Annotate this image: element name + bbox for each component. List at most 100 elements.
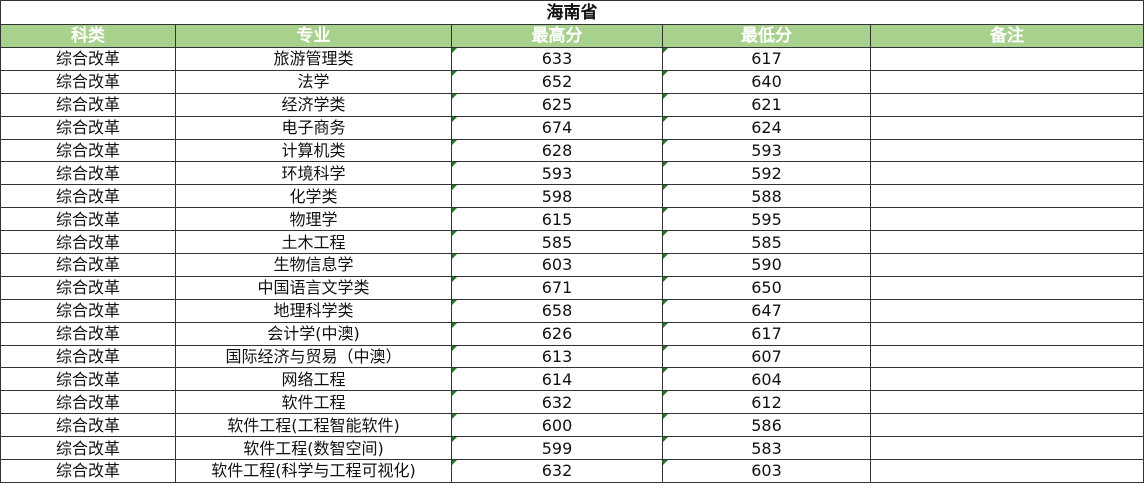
cell-min-score[interactable]: 583 xyxy=(662,436,871,461)
cell-max-score[interactable]: 603 xyxy=(451,253,663,277)
cell-notes[interactable] xyxy=(869,298,1145,323)
cell-max-score[interactable]: 615 xyxy=(451,207,663,232)
cell-min-score[interactable]: 595 xyxy=(662,207,871,232)
cell-major[interactable]: 化学类 xyxy=(175,184,452,209)
cell-category[interactable]: 综合改革 xyxy=(0,115,176,140)
cell-min-score[interactable]: 624 xyxy=(662,115,871,140)
cell-major[interactable]: 环境科学 xyxy=(175,161,452,186)
cell-category[interactable]: 综合改革 xyxy=(0,298,176,323)
cell-max-score[interactable]: 626 xyxy=(451,321,663,346)
cell-max-score[interactable]: 613 xyxy=(451,344,663,369)
cell-max-score[interactable]: 625 xyxy=(451,92,663,117)
cell-category[interactable]: 综合改革 xyxy=(0,344,176,369)
cell-min-score[interactable]: 640 xyxy=(662,69,871,94)
cell-max-score[interactable]: 614 xyxy=(451,367,663,392)
cell-notes[interactable] xyxy=(869,390,1145,415)
cell-category[interactable]: 综合改革 xyxy=(0,138,176,163)
cell-major[interactable]: 经济学类 xyxy=(175,92,452,117)
cell-category[interactable]: 综合改革 xyxy=(0,459,176,483)
cell-category[interactable]: 综合改革 xyxy=(0,321,176,346)
cell-max-score[interactable]: 593 xyxy=(451,161,663,186)
cell-category[interactable]: 综合改革 xyxy=(0,47,176,71)
cell-notes[interactable] xyxy=(869,436,1145,461)
cell-min-score[interactable]: 603 xyxy=(662,459,871,483)
cell-category[interactable]: 综合改革 xyxy=(0,230,176,255)
cell-major[interactable]: 电子商务 xyxy=(175,115,452,140)
cell-max-score[interactable]: 632 xyxy=(451,459,663,483)
cell-major[interactable]: 土木工程 xyxy=(175,230,452,255)
cell-category[interactable]: 综合改革 xyxy=(0,253,176,277)
cell-category[interactable]: 综合改革 xyxy=(0,92,176,117)
cell-notes[interactable] xyxy=(869,459,1145,483)
cell-min-score[interactable]: 588 xyxy=(662,184,871,209)
cell-notes[interactable] xyxy=(869,47,1145,71)
header-category[interactable]: 科类 xyxy=(0,24,176,48)
cell-min-score[interactable]: 621 xyxy=(662,92,871,117)
cell-major[interactable]: 软件工程(工程智能软件) xyxy=(175,413,452,438)
cell-major[interactable]: 会计学(中澳) xyxy=(175,321,452,346)
cell-min-score[interactable]: 612 xyxy=(662,390,871,415)
cell-notes[interactable] xyxy=(869,413,1145,438)
cell-min-score[interactable]: 647 xyxy=(662,298,871,323)
cell-notes[interactable] xyxy=(869,207,1145,232)
cell-notes[interactable] xyxy=(869,321,1145,346)
cell-major[interactable]: 软件工程 xyxy=(175,390,452,415)
cell-major[interactable]: 物理学 xyxy=(175,207,452,232)
cell-notes[interactable] xyxy=(869,344,1145,369)
cell-category[interactable]: 综合改革 xyxy=(0,436,176,461)
cell-min-score[interactable]: 590 xyxy=(662,253,871,277)
cell-max-score[interactable]: 585 xyxy=(451,230,663,255)
cell-notes[interactable] xyxy=(869,161,1145,186)
cell-min-score[interactable]: 585 xyxy=(662,230,871,255)
cell-major[interactable]: 生物信息学 xyxy=(175,253,452,277)
cell-min-score[interactable]: 607 xyxy=(662,344,871,369)
cell-max-score[interactable]: 671 xyxy=(451,275,663,300)
cell-category[interactable]: 综合改革 xyxy=(0,390,176,415)
cell-notes[interactable] xyxy=(869,184,1145,209)
cell-notes[interactable] xyxy=(869,275,1145,300)
cell-min-score[interactable]: 592 xyxy=(662,161,871,186)
cell-max-score[interactable]: 658 xyxy=(451,298,663,323)
cell-min-score[interactable]: 650 xyxy=(662,275,871,300)
cell-min-score[interactable]: 593 xyxy=(662,138,871,163)
header-notes[interactable]: 备注 xyxy=(869,24,1145,48)
cell-min-score[interactable]: 617 xyxy=(662,321,871,346)
cell-notes[interactable] xyxy=(869,115,1145,140)
cell-notes[interactable] xyxy=(869,138,1145,163)
cell-notes[interactable] xyxy=(869,367,1145,392)
cell-notes[interactable] xyxy=(869,69,1145,94)
cell-max-score[interactable]: 600 xyxy=(451,413,663,438)
cell-major[interactable]: 国际经济与贸易（中澳） xyxy=(175,344,452,369)
cell-major[interactable]: 法学 xyxy=(175,69,452,94)
cell-min-score[interactable]: 604 xyxy=(662,367,871,392)
cell-max-score[interactable]: 598 xyxy=(451,184,663,209)
cell-category[interactable]: 综合改革 xyxy=(0,207,176,232)
cell-max-score[interactable]: 628 xyxy=(451,138,663,163)
cell-category[interactable]: 综合改革 xyxy=(0,367,176,392)
cell-notes[interactable] xyxy=(869,253,1145,277)
cell-max-score[interactable]: 652 xyxy=(451,69,663,94)
header-min-score[interactable]: 最低分 xyxy=(662,24,871,48)
cell-notes[interactable] xyxy=(869,92,1145,117)
cell-major[interactable]: 网络工程 xyxy=(175,367,452,392)
cell-major[interactable]: 旅游管理类 xyxy=(175,47,452,71)
cell-notes[interactable] xyxy=(869,230,1145,255)
header-major[interactable]: 专业 xyxy=(175,24,452,48)
cell-max-score[interactable]: 633 xyxy=(451,47,663,71)
cell-max-score[interactable]: 632 xyxy=(451,390,663,415)
cell-major[interactable]: 软件工程(科学与工程可视化) xyxy=(175,459,452,483)
cell-max-score[interactable]: 674 xyxy=(451,115,663,140)
cell-category[interactable]: 综合改革 xyxy=(0,413,176,438)
cell-major[interactable]: 地理科学类 xyxy=(175,298,452,323)
cell-major[interactable]: 软件工程(数智空间) xyxy=(175,436,452,461)
header-max-score[interactable]: 最高分 xyxy=(451,24,663,48)
cell-min-score[interactable]: 617 xyxy=(662,47,871,71)
cell-major[interactable]: 中国语言文学类 xyxy=(175,275,452,300)
cell-category[interactable]: 综合改革 xyxy=(0,275,176,300)
cell-min-score[interactable]: 586 xyxy=(662,413,871,438)
cell-category[interactable]: 综合改革 xyxy=(0,69,176,94)
cell-category[interactable]: 综合改革 xyxy=(0,184,176,209)
cell-category[interactable]: 综合改革 xyxy=(0,161,176,186)
cell-major[interactable]: 计算机类 xyxy=(175,138,452,163)
cell-max-score[interactable]: 599 xyxy=(451,436,663,461)
